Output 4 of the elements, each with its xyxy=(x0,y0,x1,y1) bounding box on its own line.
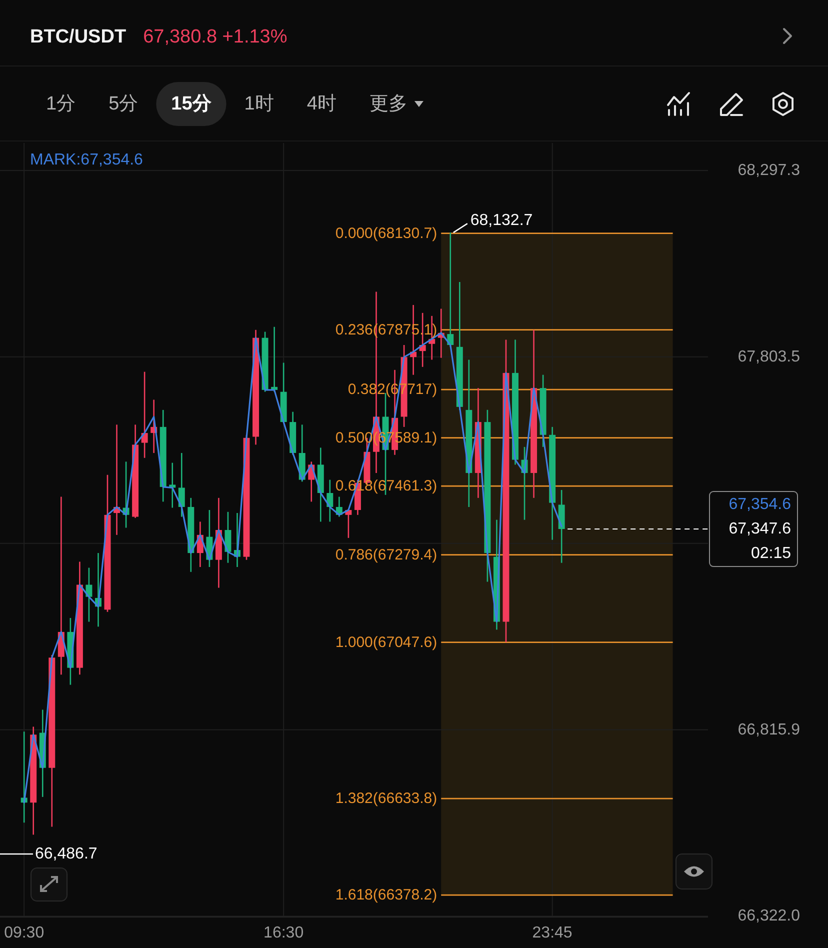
annotation: 68,132.7 xyxy=(470,212,533,230)
title: BTC/USDT xyxy=(30,26,126,48)
subtitle: 67,380.8 +1.13% xyxy=(143,26,288,48)
annotation: 66,486.7 xyxy=(35,846,98,862)
